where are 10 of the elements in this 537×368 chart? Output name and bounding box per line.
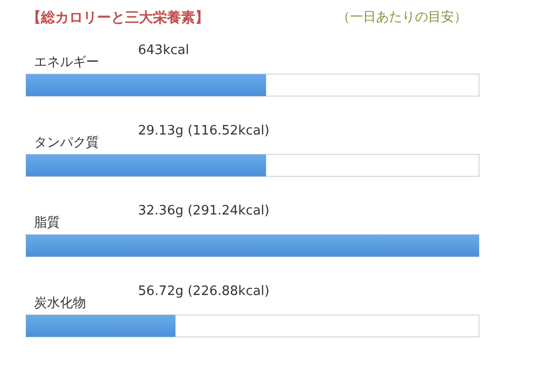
annotation: 56.72g (226.88kcal): [138, 284, 270, 299]
chart-subtitle: （一日あたりの目安）: [337, 9, 467, 25]
annotation: 32.36g (291.24kcal): [138, 204, 270, 219]
chart-title: 【総カロリーと三大栄養素】: [27, 9, 209, 26]
annotation: 643kcal: [138, 43, 190, 58]
annotation: 29.13g (116.52kcal): [138, 123, 270, 138]
y-tick-label: タンパク質: [34, 135, 99, 150]
y-tick-label: 脂質: [34, 216, 60, 231]
y-tick-label: 炭水化物: [34, 296, 86, 311]
y-tick-label: エネルギー: [34, 55, 99, 70]
